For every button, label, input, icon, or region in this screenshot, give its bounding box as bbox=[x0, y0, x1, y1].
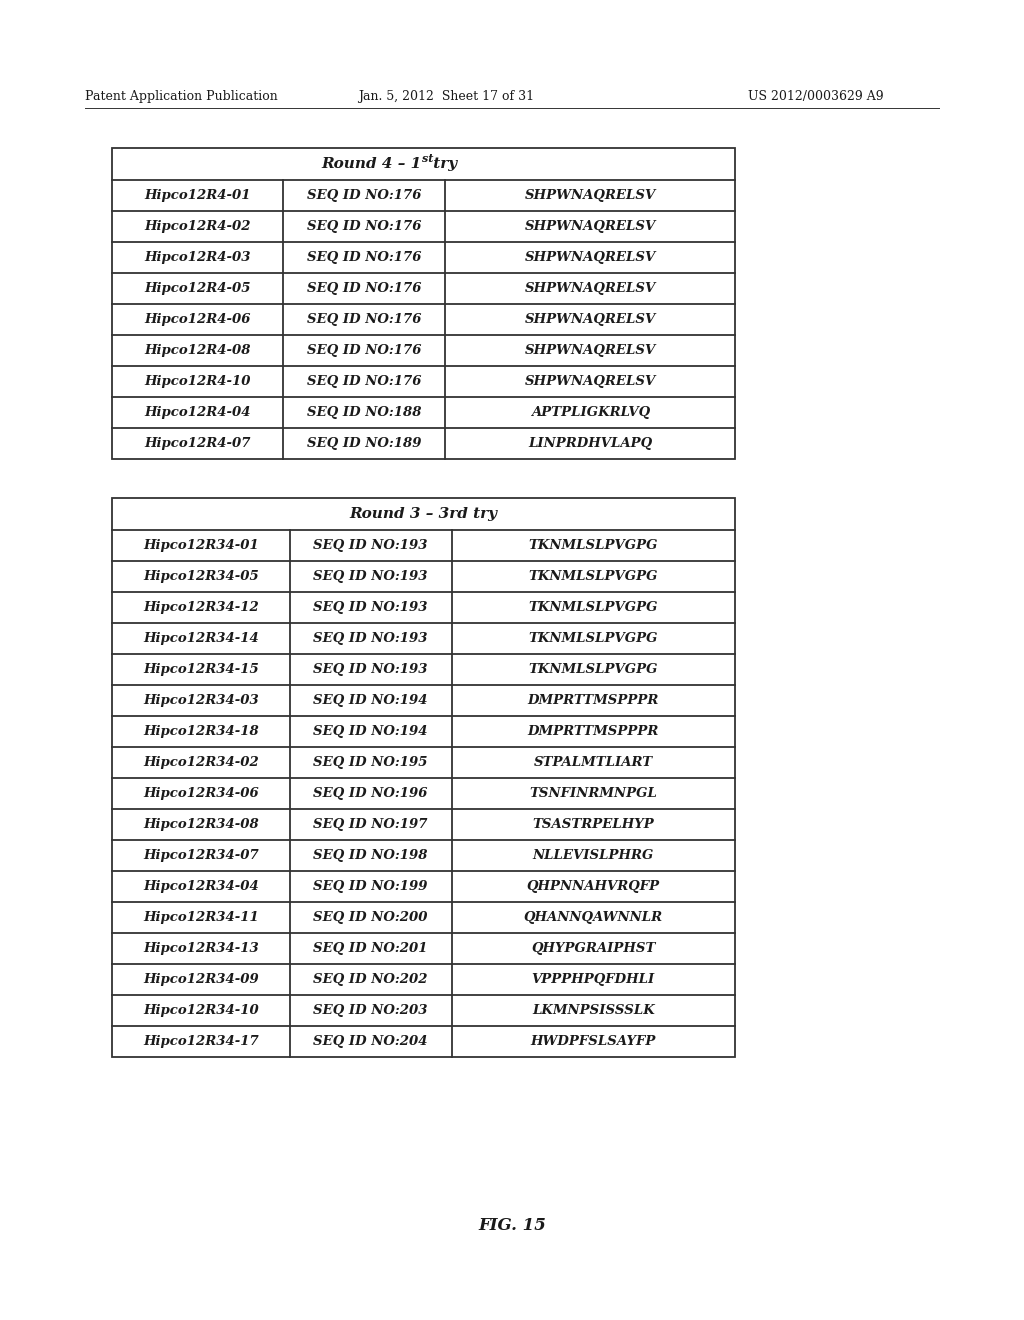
Text: Hipco12R4-01: Hipco12R4-01 bbox=[144, 189, 251, 202]
Text: SEQ ID NO:193: SEQ ID NO:193 bbox=[313, 632, 428, 645]
Text: SHPWNAQRELSV: SHPWNAQRELSV bbox=[524, 220, 655, 234]
Text: SEQ ID NO:176: SEQ ID NO:176 bbox=[307, 220, 422, 234]
Text: Hipco12R34-11: Hipco12R34-11 bbox=[143, 911, 259, 924]
Text: TKNMLSLPVGPG: TKNMLSLPVGPG bbox=[528, 632, 658, 645]
Text: DMPRTTMSPPPR: DMPRTTMSPPPR bbox=[527, 725, 659, 738]
Text: TKNMLSLPVGPG: TKNMLSLPVGPG bbox=[528, 601, 658, 614]
Text: Hipco12R4-05: Hipco12R4-05 bbox=[144, 282, 251, 294]
Text: TKNMLSLPVGPG: TKNMLSLPVGPG bbox=[528, 539, 658, 552]
Text: SEQ ID NO:193: SEQ ID NO:193 bbox=[313, 663, 428, 676]
Text: Hipco12R4-03: Hipco12R4-03 bbox=[144, 251, 251, 264]
Text: APTPLIGKRLVQ: APTPLIGKRLVQ bbox=[530, 407, 649, 418]
Text: Hipco12R34-09: Hipco12R34-09 bbox=[143, 973, 259, 986]
Text: VPPPHPQFDHLI: VPPPHPQFDHLI bbox=[531, 973, 655, 986]
Text: SEQ ID NO:202: SEQ ID NO:202 bbox=[313, 973, 428, 986]
Bar bbox=[112, 498, 735, 1057]
Text: SEQ ID NO:196: SEQ ID NO:196 bbox=[313, 787, 428, 800]
Text: Patent Application Publication: Patent Application Publication bbox=[85, 90, 278, 103]
Text: Hipco12R4-06: Hipco12R4-06 bbox=[144, 313, 251, 326]
Text: Round 4 – 1: Round 4 – 1 bbox=[322, 157, 422, 172]
Text: Hipco12R4-02: Hipco12R4-02 bbox=[144, 220, 251, 234]
Text: Hipco12R34-18: Hipco12R34-18 bbox=[143, 725, 259, 738]
Text: SHPWNAQRELSV: SHPWNAQRELSV bbox=[524, 189, 655, 202]
Text: Hipco12R34-05: Hipco12R34-05 bbox=[143, 570, 259, 583]
Text: SEQ ID NO:198: SEQ ID NO:198 bbox=[313, 849, 428, 862]
Text: TSNFINRMNPGL: TSNFINRMNPGL bbox=[529, 787, 657, 800]
Text: NLLEVISLPHRG: NLLEVISLPHRG bbox=[532, 849, 654, 862]
Text: SEQ ID NO:193: SEQ ID NO:193 bbox=[313, 539, 428, 552]
Text: SEQ ID NO:199: SEQ ID NO:199 bbox=[313, 880, 428, 894]
Text: Hipco12R34-14: Hipco12R34-14 bbox=[143, 632, 259, 645]
Text: SHPWNAQRELSV: SHPWNAQRELSV bbox=[524, 282, 655, 294]
Text: TKNMLSLPVGPG: TKNMLSLPVGPG bbox=[528, 663, 658, 676]
Text: LKMNPSISSSLK: LKMNPSISSSLK bbox=[531, 1005, 654, 1016]
Text: SHPWNAQRELSV: SHPWNAQRELSV bbox=[524, 251, 655, 264]
Text: SEQ ID NO:176: SEQ ID NO:176 bbox=[307, 282, 422, 294]
Text: Jan. 5, 2012  Sheet 17 of 31: Jan. 5, 2012 Sheet 17 of 31 bbox=[358, 90, 535, 103]
Text: SEQ ID NO:197: SEQ ID NO:197 bbox=[313, 818, 428, 832]
Text: Hipco12R4-07: Hipco12R4-07 bbox=[144, 437, 251, 450]
Text: SEQ ID NO:176: SEQ ID NO:176 bbox=[307, 313, 422, 326]
Text: Hipco12R34-03: Hipco12R34-03 bbox=[143, 694, 259, 708]
Text: LINPRDHVLAPQ: LINPRDHVLAPQ bbox=[528, 437, 652, 450]
Text: SEQ ID NO:204: SEQ ID NO:204 bbox=[313, 1035, 428, 1048]
Text: QHANNQAWNNLR: QHANNQAWNNLR bbox=[523, 911, 663, 924]
Text: Hipco12R4-04: Hipco12R4-04 bbox=[144, 407, 251, 418]
Text: QHPNNAHVRQFP: QHPNNAHVRQFP bbox=[526, 880, 659, 894]
Text: FIG. 15: FIG. 15 bbox=[478, 1217, 546, 1233]
Text: Hipco12R34-06: Hipco12R34-06 bbox=[143, 787, 259, 800]
Text: SEQ ID NO:176: SEQ ID NO:176 bbox=[307, 189, 422, 202]
Text: SEQ ID NO:193: SEQ ID NO:193 bbox=[313, 601, 428, 614]
Text: SEQ ID NO:203: SEQ ID NO:203 bbox=[313, 1005, 428, 1016]
Text: SEQ ID NO:189: SEQ ID NO:189 bbox=[307, 437, 422, 450]
Text: TSASTRPELHYP: TSASTRPELHYP bbox=[532, 818, 654, 832]
Text: SEQ ID NO:176: SEQ ID NO:176 bbox=[307, 251, 422, 264]
Text: SEQ ID NO:194: SEQ ID NO:194 bbox=[313, 694, 428, 708]
Text: Hipco12R4-08: Hipco12R4-08 bbox=[144, 345, 251, 356]
Text: Hipco12R34-12: Hipco12R34-12 bbox=[143, 601, 259, 614]
Text: HWDPFSLSAYFP: HWDPFSLSAYFP bbox=[530, 1035, 656, 1048]
Text: Round 3 – 3rd try: Round 3 – 3rd try bbox=[349, 507, 498, 521]
Text: Hipco12R34-02: Hipco12R34-02 bbox=[143, 756, 259, 770]
Text: Hipco12R34-08: Hipco12R34-08 bbox=[143, 818, 259, 832]
Text: SEQ ID NO:200: SEQ ID NO:200 bbox=[313, 911, 428, 924]
Text: Hipco12R34-07: Hipco12R34-07 bbox=[143, 849, 259, 862]
Text: SEQ ID NO:195: SEQ ID NO:195 bbox=[313, 756, 428, 770]
Text: Hipco12R4-10: Hipco12R4-10 bbox=[144, 375, 251, 388]
Text: STPALMTLIART: STPALMTLIART bbox=[534, 756, 653, 770]
Text: SHPWNAQRELSV: SHPWNAQRELSV bbox=[524, 345, 655, 356]
Text: US 2012/0003629 A9: US 2012/0003629 A9 bbox=[748, 90, 884, 103]
Text: DMPRTTMSPPPR: DMPRTTMSPPPR bbox=[527, 694, 659, 708]
Text: TKNMLSLPVGPG: TKNMLSLPVGPG bbox=[528, 570, 658, 583]
Text: QHYPGRAIPHST: QHYPGRAIPHST bbox=[531, 942, 655, 954]
Bar bbox=[112, 148, 735, 459]
Text: SEQ ID NO:188: SEQ ID NO:188 bbox=[307, 407, 422, 418]
Text: SEQ ID NO:176: SEQ ID NO:176 bbox=[307, 375, 422, 388]
Text: st: st bbox=[422, 153, 433, 165]
Text: Hipco12R34-01: Hipco12R34-01 bbox=[143, 539, 259, 552]
Text: Hipco12R34-13: Hipco12R34-13 bbox=[143, 942, 259, 954]
Text: SEQ ID NO:176: SEQ ID NO:176 bbox=[307, 345, 422, 356]
Text: try: try bbox=[428, 157, 458, 172]
Text: Hipco12R34-15: Hipco12R34-15 bbox=[143, 663, 259, 676]
Text: SHPWNAQRELSV: SHPWNAQRELSV bbox=[524, 313, 655, 326]
Text: Hipco12R34-17: Hipco12R34-17 bbox=[143, 1035, 259, 1048]
Text: Hipco12R34-04: Hipco12R34-04 bbox=[143, 880, 259, 894]
Text: Hipco12R34-10: Hipco12R34-10 bbox=[143, 1005, 259, 1016]
Text: SHPWNAQRELSV: SHPWNAQRELSV bbox=[524, 375, 655, 388]
Text: SEQ ID NO:193: SEQ ID NO:193 bbox=[313, 570, 428, 583]
Text: SEQ ID NO:194: SEQ ID NO:194 bbox=[313, 725, 428, 738]
Text: SEQ ID NO:201: SEQ ID NO:201 bbox=[313, 942, 428, 954]
